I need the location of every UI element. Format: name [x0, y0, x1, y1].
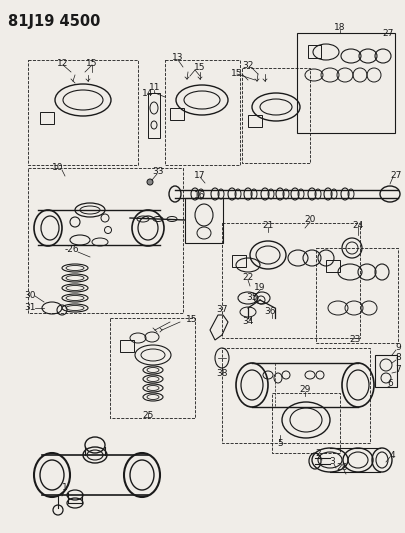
- Text: 24: 24: [352, 221, 363, 230]
- Bar: [307, 45, 320, 58]
- Bar: [28, 60, 138, 165]
- Text: 8: 8: [394, 353, 400, 362]
- Bar: [185, 198, 222, 243]
- Bar: [164, 60, 239, 165]
- Text: 15: 15: [194, 63, 205, 72]
- Text: 35: 35: [246, 294, 257, 303]
- Bar: [241, 68, 309, 163]
- Text: 15: 15: [186, 316, 197, 325]
- Text: 13: 13: [172, 53, 183, 62]
- Bar: [296, 33, 394, 133]
- Text: 12: 12: [57, 59, 68, 68]
- Bar: [40, 112, 54, 124]
- Text: 1: 1: [62, 483, 68, 492]
- Text: 15: 15: [231, 69, 242, 78]
- Text: 81J19 4500: 81J19 4500: [8, 14, 100, 29]
- Text: -26: -26: [64, 246, 79, 254]
- Text: 37: 37: [216, 305, 227, 314]
- Text: 23: 23: [348, 335, 360, 344]
- Bar: [148, 93, 160, 138]
- Text: 11: 11: [149, 84, 160, 93]
- Text: 25: 25: [142, 410, 153, 419]
- Text: 21: 21: [262, 221, 273, 230]
- Text: 10: 10: [52, 164, 64, 173]
- Text: 6: 6: [386, 379, 392, 389]
- Text: 27: 27: [389, 171, 401, 180]
- Text: 31: 31: [24, 303, 36, 312]
- Bar: [374, 355, 396, 387]
- Text: 20: 20: [304, 215, 315, 224]
- Bar: [120, 340, 134, 352]
- Text: 18: 18: [333, 23, 345, 33]
- Bar: [222, 223, 359, 338]
- Bar: [247, 115, 261, 127]
- Text: 2: 2: [314, 448, 320, 457]
- Bar: [170, 108, 183, 120]
- Text: 15: 15: [86, 59, 98, 68]
- Text: 36: 36: [264, 308, 275, 317]
- Bar: [315, 248, 397, 343]
- Circle shape: [147, 179, 153, 185]
- Text: 34: 34: [242, 318, 253, 327]
- Bar: [110, 318, 194, 418]
- Text: 14: 14: [142, 88, 153, 98]
- Text: 17: 17: [194, 171, 205, 180]
- Bar: [222, 348, 369, 443]
- Text: 3: 3: [328, 457, 334, 466]
- Text: 30: 30: [24, 292, 36, 301]
- Text: 7: 7: [394, 366, 400, 375]
- Bar: [325, 260, 339, 272]
- Text: 32: 32: [242, 61, 253, 70]
- Text: 27: 27: [382, 29, 393, 38]
- Text: 4: 4: [388, 450, 394, 459]
- Text: 29: 29: [298, 385, 310, 394]
- Text: 33: 33: [152, 167, 163, 176]
- Text: 22: 22: [242, 273, 253, 282]
- Text: 28: 28: [335, 464, 347, 472]
- Text: 16: 16: [194, 190, 205, 199]
- Bar: [231, 255, 245, 267]
- Text: 9: 9: [394, 343, 400, 352]
- Bar: [28, 168, 183, 313]
- Bar: [271, 393, 339, 453]
- Text: 19: 19: [254, 284, 265, 293]
- Text: 5: 5: [277, 439, 282, 448]
- Text: 38: 38: [216, 368, 227, 377]
